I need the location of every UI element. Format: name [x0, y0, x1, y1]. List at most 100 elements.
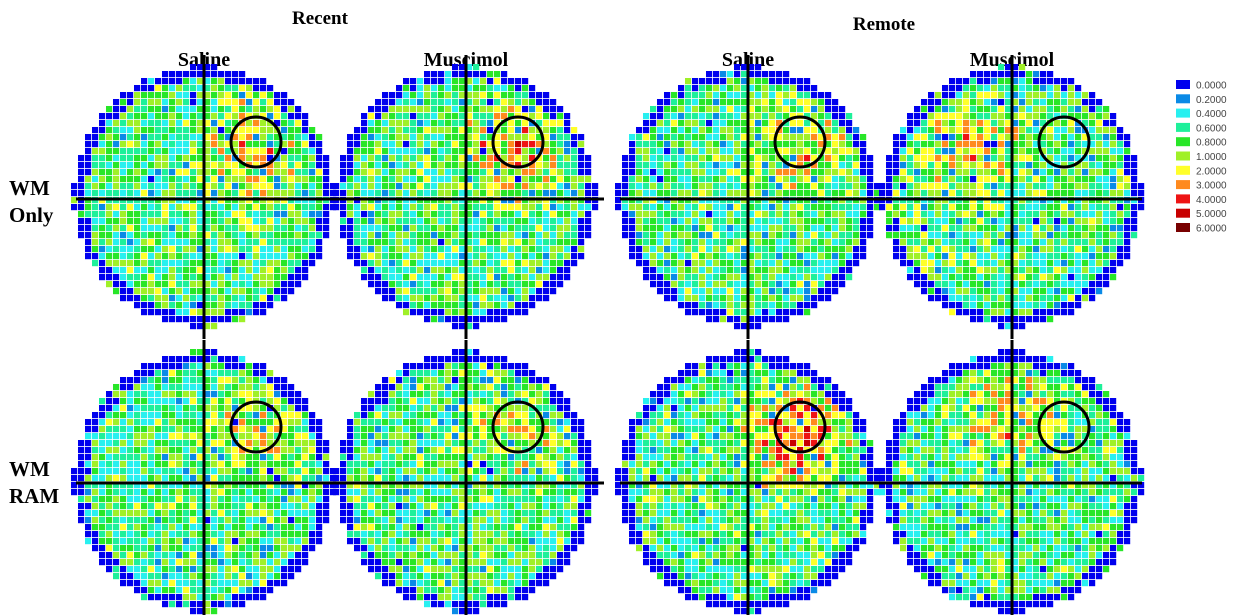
heatmap-cell	[120, 559, 127, 566]
heatmap-cell	[155, 559, 162, 566]
heatmap-cell	[1012, 274, 1019, 281]
heatmap-cell	[99, 405, 106, 412]
heatmap-cell	[853, 190, 860, 197]
heatmap-cell	[1068, 120, 1075, 127]
heatmap-cell	[991, 253, 998, 260]
heatmap-cell	[1054, 260, 1061, 267]
heatmap-cell	[1061, 127, 1068, 134]
heatmap-cell	[935, 211, 942, 218]
heatmap-cell	[762, 190, 769, 197]
heatmap-cell	[622, 183, 629, 190]
heatmap-cell	[790, 183, 797, 190]
heatmap-cell	[748, 148, 755, 155]
heatmap-cell	[522, 190, 529, 197]
heatmap-cell	[204, 496, 211, 503]
heatmap-cell	[860, 155, 867, 162]
heatmap-cell	[134, 454, 141, 461]
heatmap-cell	[907, 260, 914, 267]
heatmap-cell	[515, 148, 522, 155]
heatmap-cell	[734, 71, 741, 78]
heatmap-cell	[1124, 148, 1131, 155]
heatmap-cell	[134, 433, 141, 440]
heatmap-cell	[748, 127, 755, 134]
heatmap-cell	[1012, 92, 1019, 99]
heatmap-cell	[190, 356, 197, 363]
heatmap-cell	[706, 162, 713, 169]
heatmap-cell	[197, 531, 204, 538]
heatmap-cell	[127, 134, 134, 141]
heatmap-cell	[113, 384, 120, 391]
heatmap-cell	[1040, 148, 1047, 155]
heatmap-cell	[106, 517, 113, 524]
heatmap-cell	[867, 169, 874, 176]
heatmap-cell	[713, 162, 720, 169]
heatmap-cell	[494, 106, 501, 113]
heatmap-cell	[225, 253, 232, 260]
heatmap-cell	[316, 134, 323, 141]
heatmap-cell	[361, 134, 368, 141]
heatmap-cell	[706, 71, 713, 78]
heatmap-cell	[197, 169, 204, 176]
heatmap-cell	[134, 475, 141, 482]
heatmap-cell	[361, 246, 368, 253]
heatmap-cell	[832, 218, 839, 225]
heatmap-cell	[417, 176, 424, 183]
heatmap-cell	[445, 141, 452, 148]
heatmap-cell	[480, 267, 487, 274]
heatmap-cell	[183, 580, 190, 587]
heatmap-cell	[713, 141, 720, 148]
heatmap-cell	[741, 169, 748, 176]
heatmap-cell	[92, 517, 99, 524]
heatmap-cell	[1047, 190, 1054, 197]
heatmap-cell	[246, 141, 253, 148]
heatmap-cell	[99, 531, 106, 538]
heatmap-cell	[956, 211, 963, 218]
heatmap-cell	[302, 190, 309, 197]
heatmap-cell	[1040, 85, 1047, 92]
heatmap-cell	[288, 190, 295, 197]
heatmap-cell	[78, 517, 85, 524]
heatmap-cell	[1054, 302, 1061, 309]
heatmap-cell	[991, 316, 998, 323]
heatmap-cell	[361, 162, 368, 169]
heatmap-cell	[921, 162, 928, 169]
heatmap-cell	[466, 71, 473, 78]
heatmap-cell	[678, 134, 685, 141]
heatmap-cell	[1026, 211, 1033, 218]
heatmap-cell	[776, 134, 783, 141]
heatmap-cell	[445, 106, 452, 113]
heatmap-cell	[246, 288, 253, 295]
heatmap-cell	[734, 148, 741, 155]
heatmap-cell	[127, 517, 134, 524]
heatmap-cell	[445, 183, 452, 190]
heatmap-cell	[671, 267, 678, 274]
heatmap-cell	[183, 302, 190, 309]
heatmap-cell	[494, 225, 501, 232]
heatmap-cell	[984, 106, 991, 113]
heatmap-cell	[134, 190, 141, 197]
heatmap-cell	[1005, 309, 1012, 316]
heatmap-cell	[176, 531, 183, 538]
heatmap-cell	[942, 183, 949, 190]
heatmap-cell	[99, 260, 106, 267]
heatmap-cell	[1117, 239, 1124, 246]
heatmap-cell	[162, 85, 169, 92]
heatmap-cell	[1033, 218, 1040, 225]
heatmap-cell	[389, 267, 396, 274]
heatmap-cell	[657, 281, 664, 288]
heatmap-cell	[204, 489, 211, 496]
heatmap-cell	[515, 92, 522, 99]
heatmap-cell	[218, 148, 225, 155]
heatmap-cell	[431, 295, 438, 302]
heatmap-cell	[183, 461, 190, 468]
heatmap-cell	[361, 155, 368, 162]
heatmap-cell	[557, 169, 564, 176]
heatmap-cell	[183, 162, 190, 169]
heatmap-cell	[99, 482, 106, 489]
heatmap-cell	[1096, 246, 1103, 253]
heatmap-cell	[438, 183, 445, 190]
heatmap-cell	[99, 246, 106, 253]
heatmap-cell	[281, 190, 288, 197]
heatmap-cell	[281, 232, 288, 239]
heatmap-cell	[657, 162, 664, 169]
